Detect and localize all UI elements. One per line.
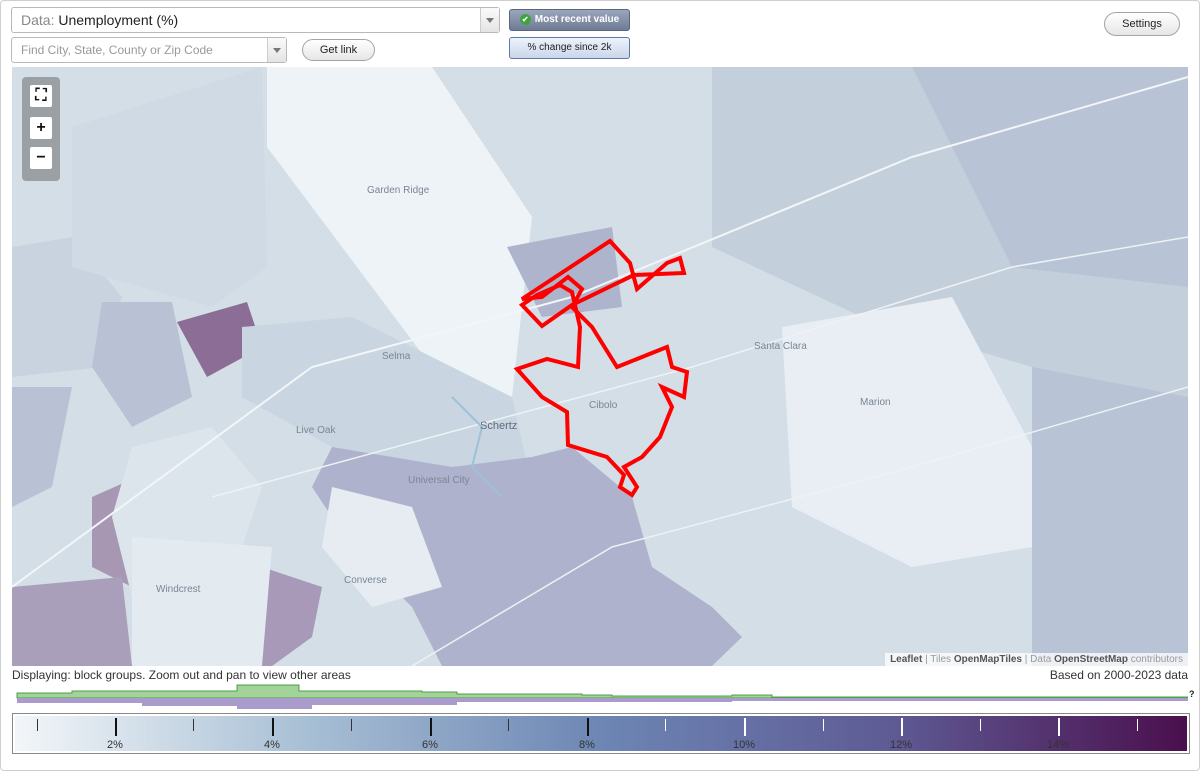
tract-shade [177,302,262,377]
legend-tick [193,719,194,731]
map-attribution: Leaflet | Tiles OpenMapTiles | Data Open… [885,653,1188,666]
legend-tick [587,718,589,736]
legend-tick [351,719,352,731]
tract-shade [12,387,72,507]
tract-shade [267,67,532,397]
color-legend: 2% 4% 6% 8% 10% 12% 14% [12,713,1190,754]
legend-label: 6% [422,739,438,751]
fit-bounds-icon[interactable]: ⛶ [30,85,52,107]
selected-area-outline [513,238,690,498]
get-link-button[interactable]: Get link [302,39,375,61]
highway [411,386,1188,666]
tract-shade [92,302,192,427]
tract-shade [712,67,1188,397]
place-label: Santa Clara [754,341,807,352]
legend-tick [115,718,117,736]
most-recent-value-button[interactable]: ✔ Most recent value [509,9,630,31]
place-label: Converse [344,575,387,586]
legend-label: 10% [732,739,756,751]
place-label: Garden Ridge [367,185,430,196]
settings-button[interactable]: Settings [1104,12,1180,36]
zoom-out-button[interactable]: − [30,147,52,169]
legend-tick [37,719,38,731]
highway [211,236,1188,498]
place-label: Schertz [480,420,518,432]
histogram-state-series [17,698,1188,709]
legend-tick [665,719,666,731]
tract-shade [12,577,132,666]
data-select[interactable]: Data: Unemployment (%) [11,7,500,33]
data-select-value: Unemployment (%) [58,12,179,28]
legend-label: 14% [1046,739,1070,751]
legend-label: 8% [579,739,595,751]
tract-shade [132,537,272,666]
zoom-control: ⛶ + − [22,77,60,181]
place-label: Cibolo [589,400,618,411]
tract-shade [782,297,1032,567]
tract-shade [72,67,267,307]
legend-label: 4% [264,739,280,751]
legend-tick [744,718,746,736]
histogram-area-series [16,684,1188,699]
place-label: Live Oak [296,425,336,436]
place-label: Marion [860,397,891,408]
creek [451,396,503,498]
leaflet-link[interactable]: Leaflet [890,654,923,665]
tract-shade [312,447,742,666]
chevron-down-icon[interactable] [480,8,499,32]
legend-tick [823,719,824,731]
legend-tick [508,719,509,731]
data-select-label: Data: [21,12,55,28]
legend-tick [1058,718,1060,736]
location-search-input[interactable]: Find City, State, County or Zip Code [11,37,287,63]
legend-gradient [15,716,1187,751]
displaying-note: Displaying: block groups. Zoom out and p… [12,668,351,682]
legend-tick [272,718,274,736]
percent-change-button[interactable]: % change since 2k [509,37,630,59]
legend-label: 12% [889,739,913,751]
place-label: Windcrest [156,584,201,595]
tract-shade [322,487,442,607]
histogram-unknown-label: ? [1189,689,1195,699]
map-layer [12,67,1188,666]
check-icon: ✔ [519,13,531,25]
legend-tick [430,718,432,736]
legend-label: 2% [107,739,123,751]
legend-tick [980,719,981,731]
value-histogram [16,684,1188,709]
openmaptiles-link[interactable]: OpenMapTiles [953,654,1022,665]
place-label: Selma [382,351,411,362]
data-range-note: Based on 2000-2023 data [1049,668,1188,682]
openstreetmap-link[interactable]: OpenStreetMap [1054,654,1128,665]
tract-shade [262,567,322,666]
search-placeholder: Find City, State, County or Zip Code [21,43,213,57]
place-label: Universal City [408,475,470,486]
legend-tick [901,718,903,736]
legend-tick [1137,719,1138,731]
tract-shade [242,317,532,487]
map-view[interactable]: ⛶ + − Garden Ridge Selma Schertz Cibolo … [12,67,1188,666]
most-recent-label: Most recent value [534,14,620,25]
chevron-down-icon[interactable] [267,38,286,62]
zoom-in-button[interactable]: + [30,117,52,139]
